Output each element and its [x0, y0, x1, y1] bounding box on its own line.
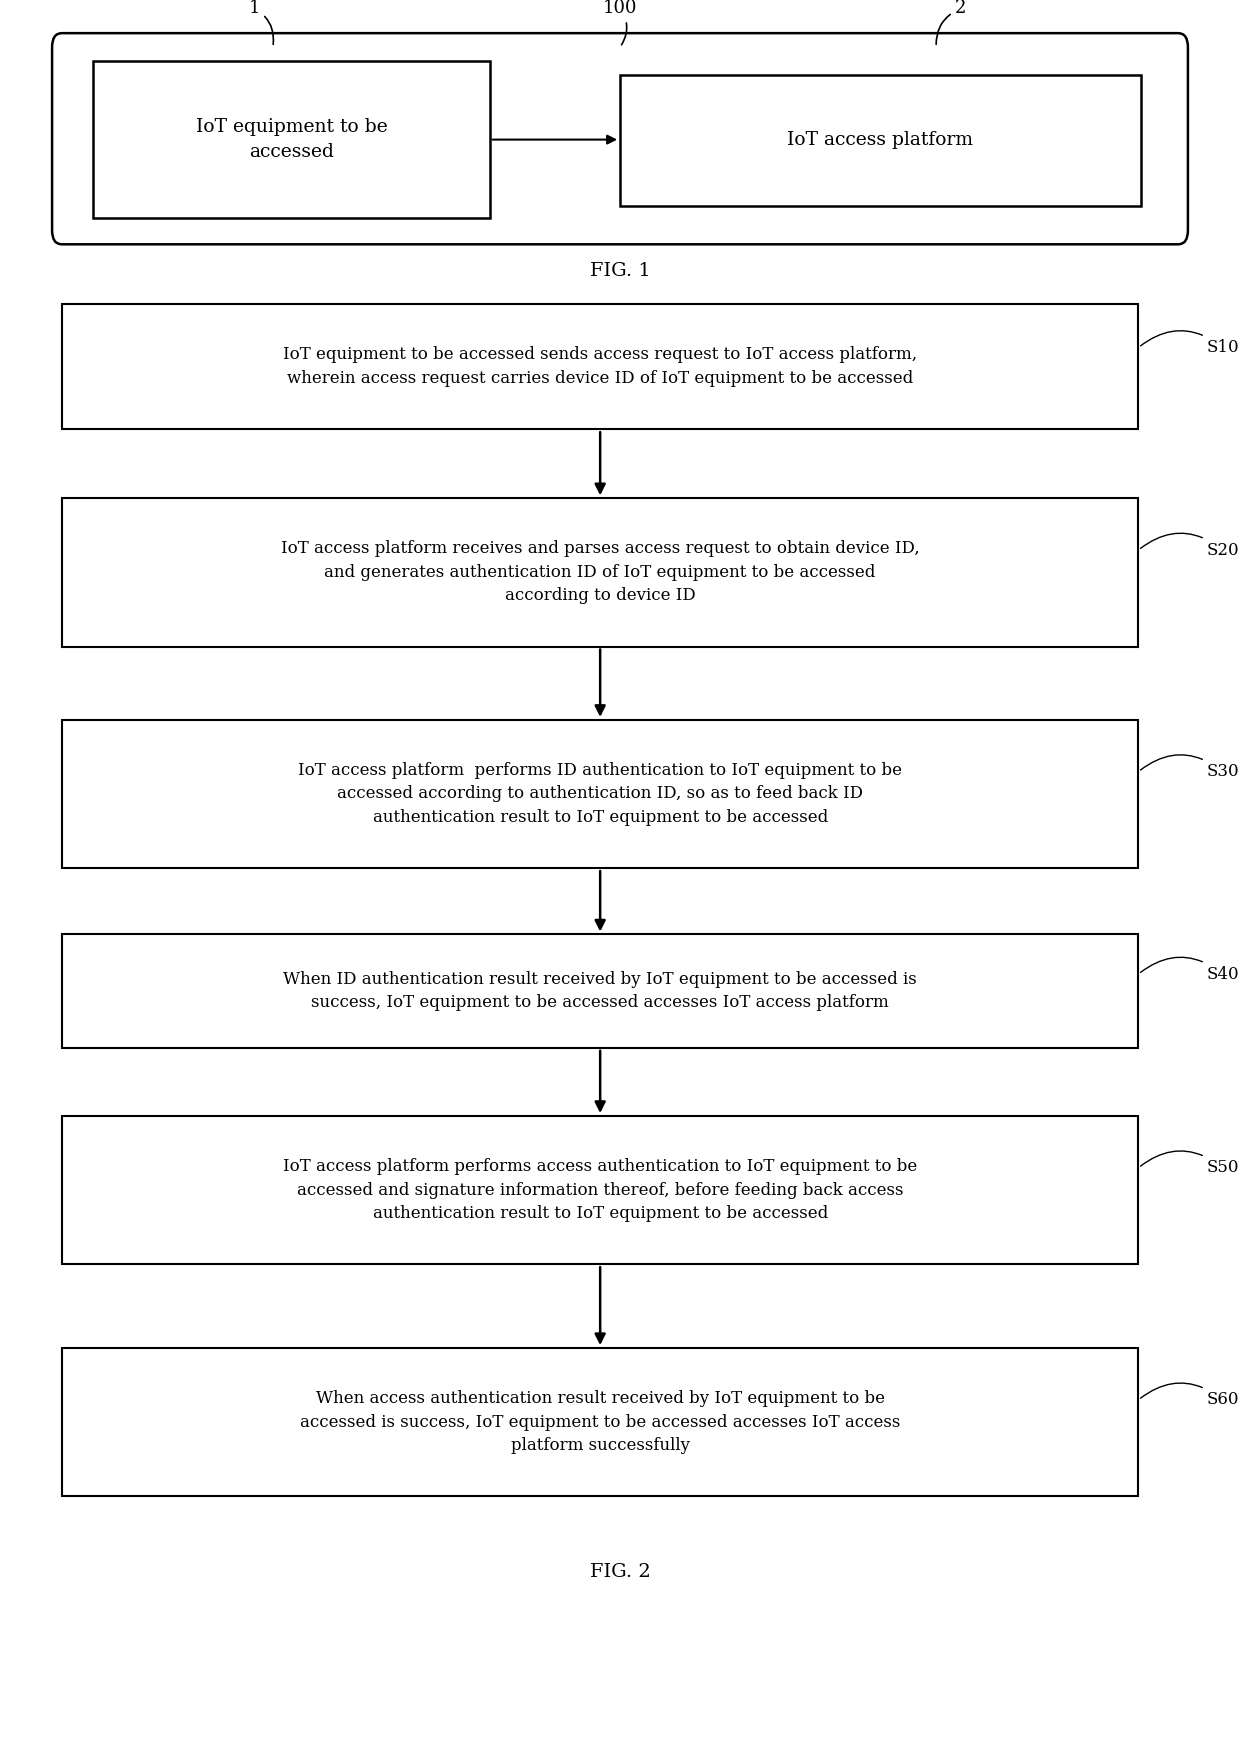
Bar	[62, 721, 1138, 867]
Text: S10: S10	[1141, 332, 1239, 356]
Text: FIG. 2: FIG. 2	[590, 1564, 650, 1581]
Text: IoT equipment to be
accessed: IoT equipment to be accessed	[196, 119, 387, 161]
Text: IoT access platform receives and parses access request to obtain device ID,
and : IoT access platform receives and parses …	[280, 541, 920, 604]
Text: When ID authentication result received by IoT equipment to be accessed is
succes: When ID authentication result received b…	[283, 970, 918, 1012]
Text: IoT access platform performs access authentication to IoT equipment to be
access: IoT access platform performs access auth…	[283, 1159, 918, 1222]
Text: IoT access platform  performs ID authentication to IoT equipment to be
accessed : IoT access platform performs ID authenti…	[298, 763, 903, 825]
Bar	[62, 497, 1138, 646]
Bar	[62, 1349, 1138, 1497]
Bar	[62, 1117, 1138, 1263]
Text: IoT access platform: IoT access platform	[787, 131, 973, 150]
Text: S20: S20	[1141, 534, 1239, 558]
Bar	[62, 935, 1138, 1047]
Bar	[93, 61, 490, 218]
Text: S30: S30	[1141, 756, 1239, 780]
Text: S50: S50	[1141, 1152, 1239, 1176]
Text: When access authentication result received by IoT equipment to be
accessed is su: When access authentication result receiv…	[300, 1391, 900, 1454]
Bar	[620, 75, 1141, 206]
FancyBboxPatch shape	[52, 33, 1188, 244]
Text: S40: S40	[1141, 958, 1239, 982]
Text: 100: 100	[603, 0, 637, 45]
Text: 2: 2	[936, 0, 967, 44]
Text: IoT equipment to be accessed sends access request to IoT access platform,
wherei: IoT equipment to be accessed sends acces…	[283, 346, 918, 387]
Text: FIG. 1: FIG. 1	[590, 262, 650, 279]
Text: 1: 1	[248, 0, 274, 44]
Text: S60: S60	[1141, 1384, 1239, 1408]
Bar	[62, 304, 1138, 429]
